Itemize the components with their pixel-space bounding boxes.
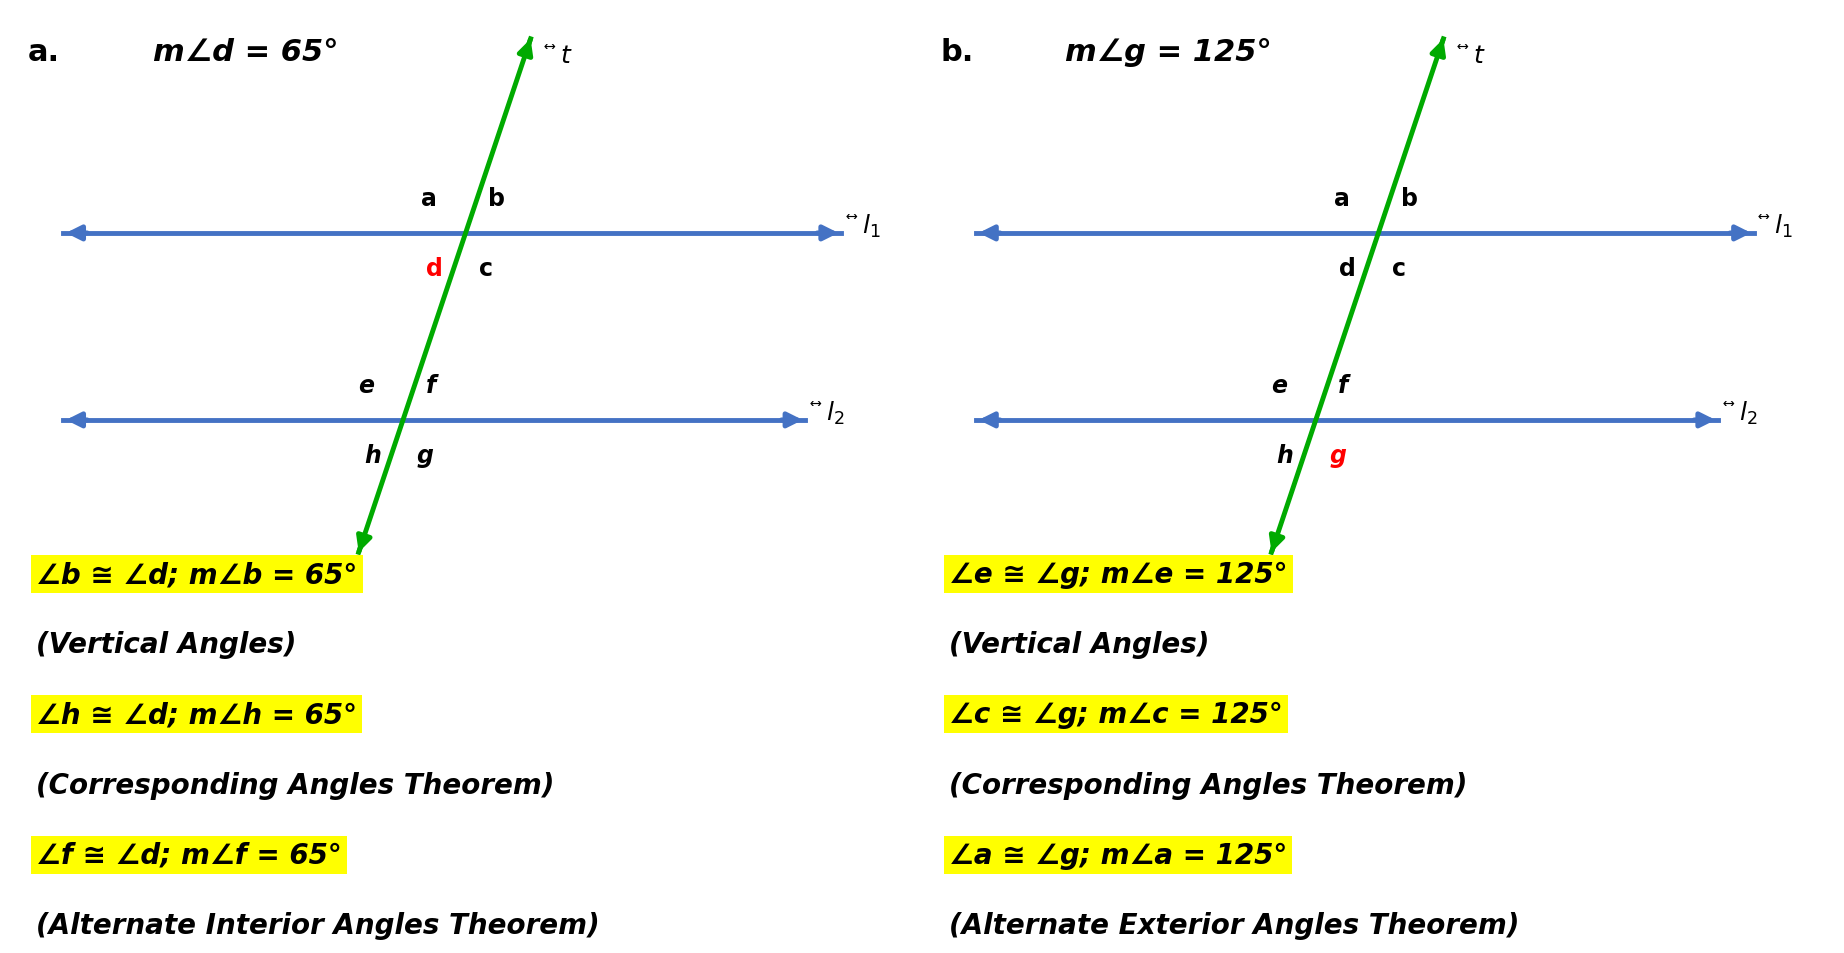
Text: e: e	[358, 374, 374, 397]
Text: a: a	[420, 187, 437, 211]
Text: d: d	[1339, 257, 1355, 281]
Text: ∠h ≅ ∠d; m∠h = 65°: ∠h ≅ ∠d; m∠h = 65°	[37, 700, 358, 729]
Text: m∠g = 125°: m∠g = 125°	[1066, 37, 1272, 67]
Text: m∠d = 65°: m∠d = 65°	[153, 37, 337, 67]
Text: (Corresponding Angles Theorem): (Corresponding Angles Theorem)	[37, 771, 555, 799]
Text: (Alternate Exterior Angles Theorem): (Alternate Exterior Angles Theorem)	[950, 911, 1519, 939]
Text: $\overleftrightarrow{l}_2$: $\overleftrightarrow{l}_2$	[810, 399, 845, 427]
Text: ∠f ≅ ∠d; m∠f = 65°: ∠f ≅ ∠d; m∠f = 65°	[37, 841, 343, 869]
Text: $\overleftrightarrow{t}$: $\overleftrightarrow{t}$	[1457, 45, 1486, 69]
Text: a: a	[1333, 187, 1350, 211]
Text: ∠a ≅ ∠g; m∠a = 125°: ∠a ≅ ∠g; m∠a = 125°	[950, 841, 1287, 869]
Text: (Alternate Interior Angles Theorem): (Alternate Interior Angles Theorem)	[37, 911, 599, 939]
Text: f: f	[426, 374, 435, 397]
Text: c: c	[479, 257, 492, 281]
Text: $\overleftrightarrow{l}_1$: $\overleftrightarrow{l}_1$	[1759, 213, 1794, 240]
Text: (Vertical Angles): (Vertical Angles)	[37, 631, 297, 659]
Text: ∠b ≅ ∠d; m∠b = 65°: ∠b ≅ ∠d; m∠b = 65°	[37, 560, 358, 589]
Text: $\overleftrightarrow{t}$: $\overleftrightarrow{t}$	[544, 45, 573, 69]
Text: $\overleftrightarrow{l}_2$: $\overleftrightarrow{l}_2$	[1722, 399, 1757, 427]
Text: (Vertical Angles): (Vertical Angles)	[950, 631, 1210, 659]
Text: b: b	[1401, 187, 1418, 211]
Text: d: d	[426, 257, 443, 281]
Text: a.: a.	[28, 37, 59, 67]
Text: g: g	[1330, 444, 1346, 468]
Text: (Corresponding Angles Theorem): (Corresponding Angles Theorem)	[950, 771, 1468, 799]
Text: b.: b.	[940, 37, 974, 67]
Text: g: g	[417, 444, 433, 468]
Text: f: f	[1339, 374, 1348, 397]
Text: h: h	[363, 444, 380, 468]
Text: c: c	[1392, 257, 1405, 281]
Text: b: b	[489, 187, 505, 211]
Text: e: e	[1271, 374, 1287, 397]
Text: $\overleftrightarrow{l}_1$: $\overleftrightarrow{l}_1$	[846, 213, 881, 240]
Text: h: h	[1276, 444, 1293, 468]
Text: ∠e ≅ ∠g; m∠e = 125°: ∠e ≅ ∠g; m∠e = 125°	[950, 560, 1287, 589]
Text: ∠c ≅ ∠g; m∠c = 125°: ∠c ≅ ∠g; m∠c = 125°	[950, 700, 1283, 729]
